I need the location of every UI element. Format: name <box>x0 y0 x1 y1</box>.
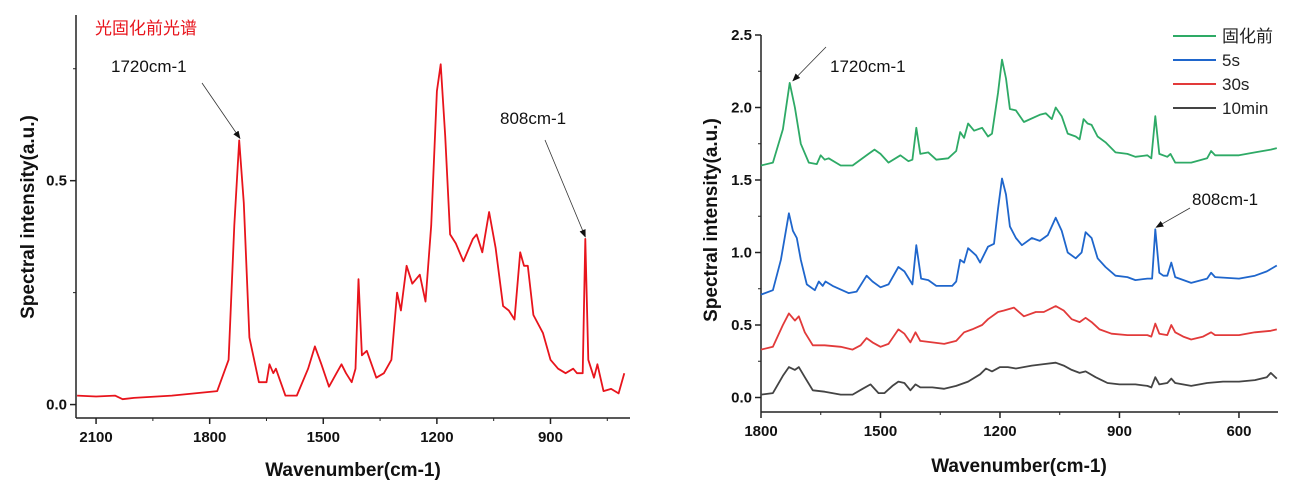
y-tick-label: 1.0 <box>731 245 752 262</box>
left-x-axis-label: Wavenumber(cm-1) <box>265 460 441 481</box>
x-tick-label: 1500 <box>864 423 897 440</box>
x-tick-label: 600 <box>1226 423 1251 440</box>
x-tick-label: 1500 <box>307 429 340 446</box>
legend-label: 10min <box>1222 99 1268 118</box>
series-line-series-3 <box>760 361 1278 396</box>
legend-label: 30s <box>1222 75 1249 94</box>
annotation-arrow <box>544 139 586 238</box>
y-tick-label: 0.5 <box>731 317 752 334</box>
legend-label: 5s <box>1222 51 1240 70</box>
x-tick-label: 2100 <box>79 429 112 446</box>
y-tick-label: 0.0 <box>731 390 752 407</box>
annotation-label: 1720cm-1 <box>111 57 187 76</box>
annotation-label: 808cm-1 <box>1192 190 1258 209</box>
left-chart-title: 光固化前光谱 <box>95 19 197 39</box>
series-line-spectrum <box>77 63 626 401</box>
annotation-label: 808cm-1 <box>500 109 566 128</box>
x-tick-label: 1200 <box>983 423 1016 440</box>
series-line-series-0 <box>760 58 1278 167</box>
y-tick-label: 2.5 <box>731 27 752 44</box>
annotation-label: 1720cm-1 <box>830 57 906 76</box>
right-chart: Wavenumber(cm-1) Spectral intensity(a.u.… <box>701 27 1278 477</box>
series-line-series-2 <box>760 305 1278 351</box>
annotation-arrow <box>792 46 827 82</box>
y-tick-label: 0.0 <box>46 397 67 414</box>
x-tick-label: 1200 <box>420 429 453 446</box>
series-line-series-1 <box>760 177 1278 296</box>
y-tick-label: 2.0 <box>731 100 752 117</box>
left-chart: 光固化前光谱 Wavenumber(cm-1) Spectral intensi… <box>18 15 630 481</box>
y-tick-label: 0.5 <box>46 173 67 190</box>
x-tick-label: 900 <box>538 429 563 446</box>
annotation-arrow <box>201 82 241 140</box>
x-tick-label: 1800 <box>193 429 226 446</box>
annotation-arrow <box>1155 207 1191 228</box>
right-x-axis-label: Wavenumber(cm-1) <box>931 456 1107 477</box>
x-tick-label: 1800 <box>744 423 777 440</box>
legend-label: 固化前 <box>1222 27 1273 46</box>
right-y-axis-label: Spectral intensity(a.u.) <box>701 118 722 322</box>
y-tick-label: 1.5 <box>731 172 752 189</box>
x-tick-label: 900 <box>1107 423 1132 440</box>
left-y-axis-label: Spectral intensity(a.u.) <box>18 115 39 319</box>
